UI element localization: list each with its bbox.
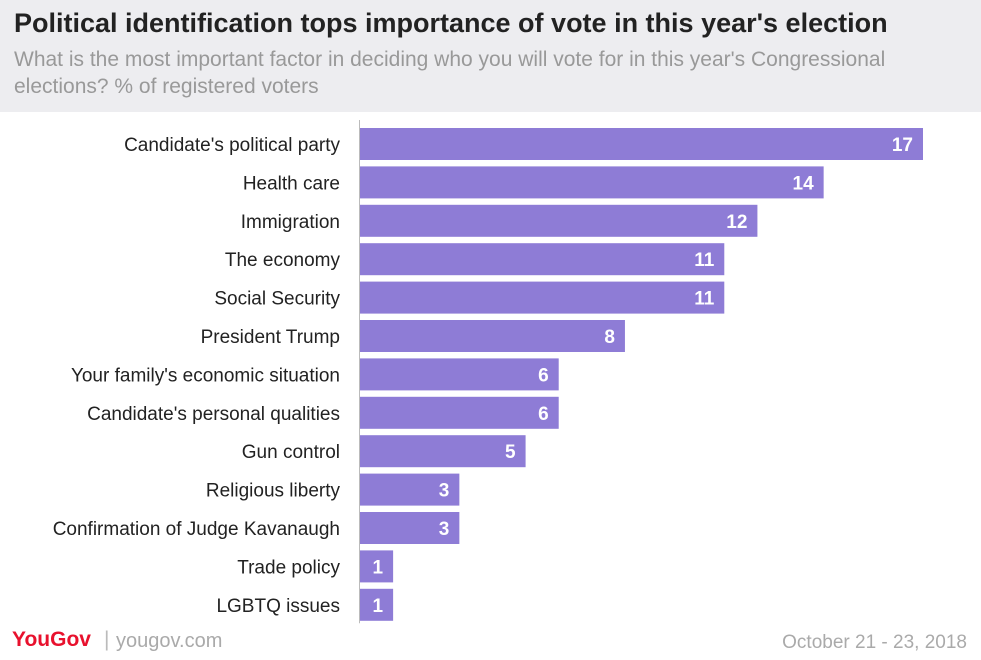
bar [360, 320, 625, 352]
bar [360, 281, 725, 314]
value-label: 14 [793, 173, 815, 194]
chart-subtitle: What is the most important factor in dec… [14, 48, 886, 98]
bar [360, 358, 559, 391]
footer-site: yougov.com [116, 630, 223, 652]
yougov-logo: YouGov [12, 628, 91, 651]
value-label: 3 [439, 519, 450, 540]
bar-chart: Candidate's political party 17 Health care… [53, 120, 923, 624]
value-label: 11 [694, 250, 715, 271]
survey-date: October 21 - 23, 2018 [782, 632, 967, 653]
category-label: The economy [225, 250, 341, 271]
bar [360, 473, 460, 506]
value-label: 12 [726, 212, 747, 233]
category-label: Immigration [241, 212, 340, 233]
bar [360, 166, 824, 199]
chart-title: Political identification tops importance… [14, 8, 888, 38]
value-label: 17 [892, 135, 913, 156]
category-label: Trade policy [237, 557, 340, 578]
category-label: President Trump [201, 327, 340, 348]
category-label: LGBTQ issues [216, 596, 340, 617]
footer-separator: | [104, 628, 110, 651]
value-label: 6 [538, 404, 549, 425]
bar [360, 243, 725, 276]
bar [360, 204, 758, 237]
bar [360, 396, 559, 429]
category-label: Health care [243, 173, 340, 194]
value-label: 5 [505, 442, 516, 463]
value-label: 1 [373, 557, 384, 578]
value-label: 1 [373, 596, 384, 617]
bar [360, 512, 460, 544]
bar [360, 128, 923, 160]
category-label: Confirmation of Judge Kavanaugh [53, 519, 340, 540]
bar [360, 435, 526, 468]
category-label: Social Security [214, 289, 340, 310]
category-label: Candidate's personal qualities [87, 404, 340, 425]
category-label: Gun control [242, 442, 340, 463]
value-label: 6 [538, 365, 549, 386]
category-label: Your family's economic situation [71, 365, 340, 386]
category-label: Religious liberty [206, 481, 341, 502]
category-label: Candidate's political party [124, 135, 340, 156]
bar [360, 550, 394, 583]
value-label: 8 [604, 327, 615, 348]
value-label: 11 [694, 289, 715, 310]
value-label: 3 [439, 481, 450, 502]
bar [360, 588, 394, 621]
header-band: Political identification tops importance… [0, 0, 981, 112]
